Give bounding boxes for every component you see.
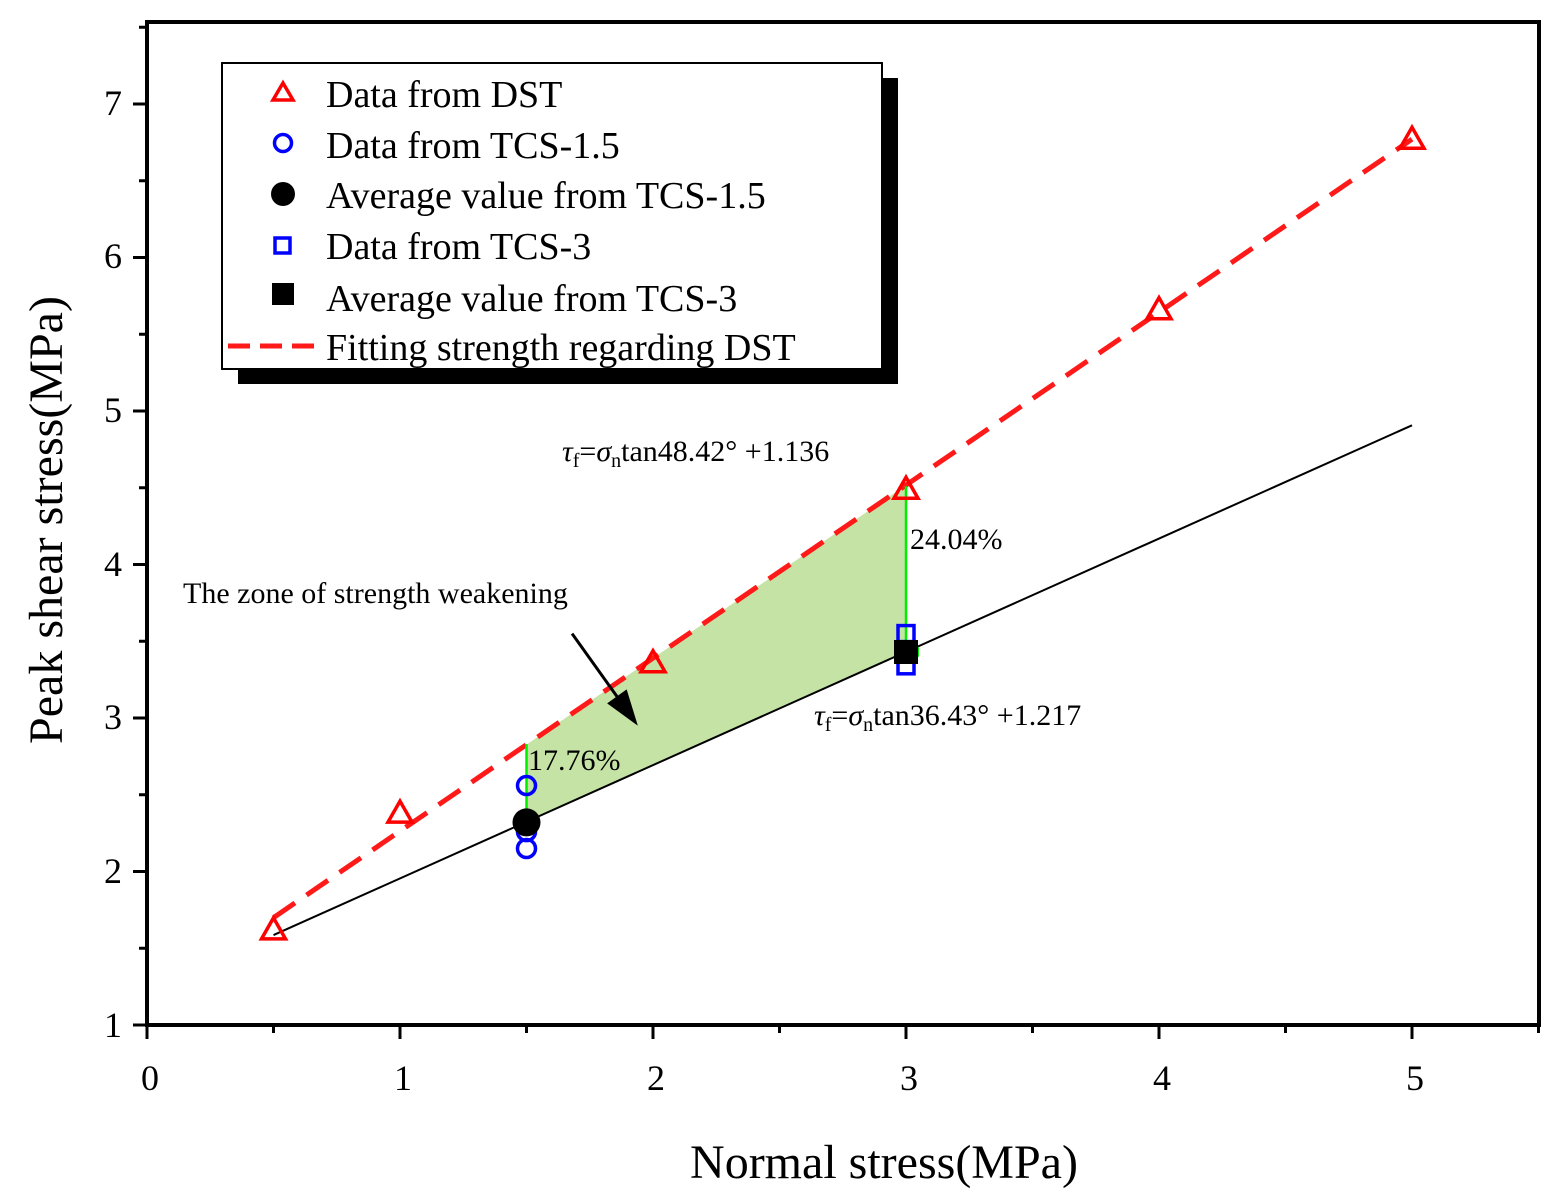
legend-label-dst: Data from DST <box>326 74 562 116</box>
legend-marker-avg-tcs15 <box>271 182 295 206</box>
tcs15-average-point <box>512 808 541 837</box>
legend-label-tcs15: Data from TCS-1.5 <box>326 125 620 167</box>
y-tick-labels: 1 2 3 4 5 6 7 <box>104 83 122 1045</box>
legend-marker-tcs15 <box>272 132 294 154</box>
dst-point <box>637 647 669 674</box>
zone-label: The zone of strength weakening <box>183 577 568 610</box>
dst-fit-equation: τf=σntan48.42° +1.136 <box>562 435 829 472</box>
dst-point <box>1396 123 1428 151</box>
legend: Data from DST Data from TCS-1.5 Average … <box>221 62 898 384</box>
tcs-fit-equation: τf=σntan36.43° +1.217 <box>814 699 1081 736</box>
x-tick-label: 4 <box>1153 1058 1171 1098</box>
x-tick-label: 3 <box>900 1058 918 1098</box>
zone-pointer-arrow <box>570 632 622 703</box>
y-tick-label: 5 <box>104 390 122 430</box>
legend-label-avg-tcs15: Average value from TCS-1.5 <box>326 175 766 217</box>
dst-point <box>384 797 416 824</box>
data-markers <box>258 123 1428 941</box>
percent-label-3: 24.04% <box>910 523 1003 556</box>
legend-label-fit-dst: Fitting strength regarding DST <box>326 327 796 369</box>
tcs15-point <box>515 837 538 860</box>
strength-weakening-zone <box>526 485 906 822</box>
y-axis-title: Peak shear stress(MPa) <box>20 296 73 744</box>
tcs15-point <box>515 774 538 797</box>
tcs3-average-point <box>894 639 918 664</box>
x-tick-label: 1 <box>394 1058 412 1098</box>
y-tick-label: 1 <box>104 1005 122 1045</box>
legend-marker-tcs3 <box>273 236 292 255</box>
y-tick-label: 2 <box>104 851 122 891</box>
legend-box <box>221 62 883 370</box>
x-tick-label: 2 <box>647 1058 665 1098</box>
dst-point <box>258 914 289 941</box>
y-tick-label: 7 <box>104 83 122 123</box>
x-axis-title: Normal stress(MPa) <box>690 1136 1078 1189</box>
y-tick-label: 6 <box>104 236 122 276</box>
axis-ticks <box>133 25 1540 1039</box>
legend-marker-dst <box>269 79 297 102</box>
dst-fit-line <box>272 137 1414 920</box>
zone-pointer-arrowhead <box>607 689 638 726</box>
y-tick-label: 4 <box>104 544 122 584</box>
dst-point <box>1143 294 1175 321</box>
dst-point <box>890 473 922 501</box>
x-tick-label: 0 <box>141 1058 159 1098</box>
y-tick-label: 3 <box>104 697 122 737</box>
legend-label-tcs3: Data from TCS-3 <box>326 226 591 268</box>
percent-label-1-5: 17.76% <box>528 744 621 777</box>
legend-marker-avg-tcs3 <box>272 283 294 305</box>
x-tick-labels: 0 1 2 3 4 5 <box>141 1058 1424 1098</box>
plot-frame <box>145 20 1541 1027</box>
x-tick-label: 5 <box>1406 1058 1424 1098</box>
legend-label-avg-tcs3: Average value from TCS-3 <box>326 278 737 320</box>
tcs-fit-line <box>273 424 1413 936</box>
